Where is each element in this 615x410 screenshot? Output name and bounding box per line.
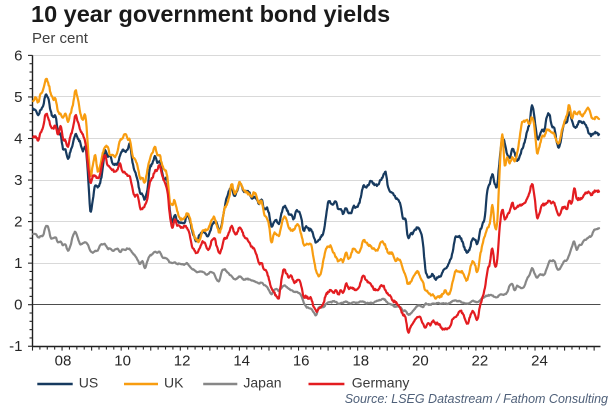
svg-text:0: 0 xyxy=(14,297,22,314)
svg-text:10: 10 xyxy=(114,353,131,370)
svg-text:-1: -1 xyxy=(9,338,22,355)
svg-text:18: 18 xyxy=(352,353,369,370)
svg-text:22: 22 xyxy=(472,353,489,370)
svg-text:08: 08 xyxy=(55,353,72,370)
svg-text:UK: UK xyxy=(164,375,184,391)
svg-text:12: 12 xyxy=(174,353,191,370)
svg-text:Japan: Japan xyxy=(243,375,281,391)
svg-text:3: 3 xyxy=(14,172,22,189)
svg-text:Germany: Germany xyxy=(352,375,410,391)
svg-text:16: 16 xyxy=(293,353,310,370)
svg-text:6: 6 xyxy=(14,47,22,64)
svg-text:24: 24 xyxy=(531,353,548,370)
svg-text:4: 4 xyxy=(14,131,22,148)
svg-text:5: 5 xyxy=(14,89,22,106)
svg-text:20: 20 xyxy=(412,353,429,370)
svg-text:1: 1 xyxy=(14,255,22,272)
svg-text:2: 2 xyxy=(14,214,22,231)
svg-text:US: US xyxy=(79,375,98,391)
svg-text:14: 14 xyxy=(233,353,250,370)
